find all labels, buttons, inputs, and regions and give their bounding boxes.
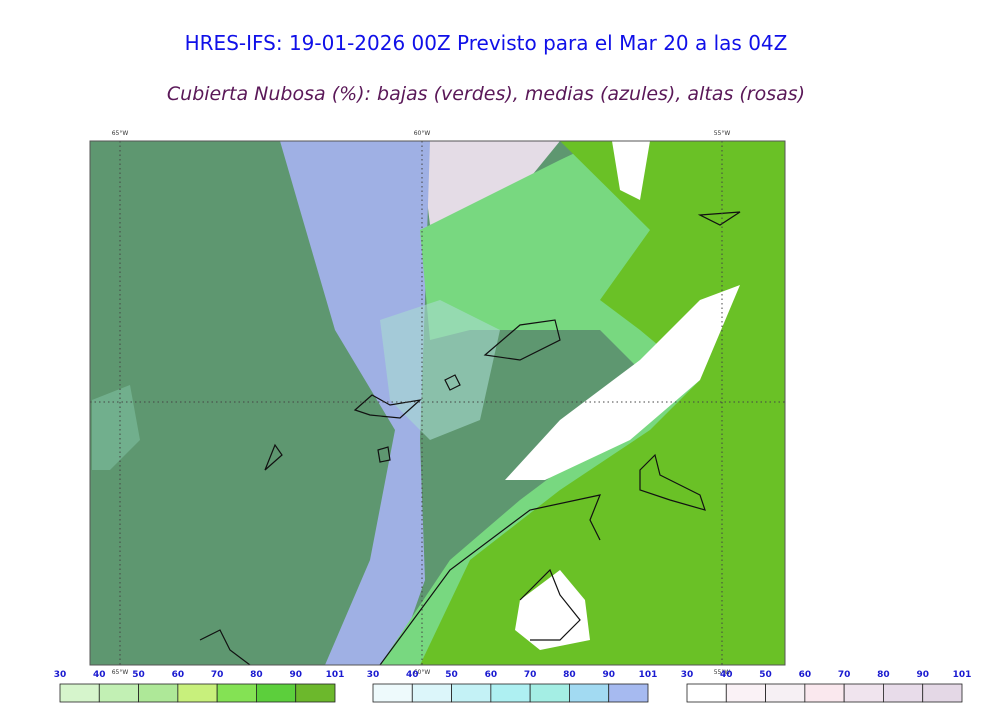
- colorbar-box: [843, 683, 884, 703]
- colorbar-box: [177, 683, 218, 703]
- colorbar-tick-label: 101: [326, 670, 345, 680]
- colorbar-tick-label: 40: [406, 670, 419, 680]
- colorbar-tick-label: 60: [485, 670, 498, 680]
- colorbar-box: [725, 683, 766, 703]
- longitude-label: 65°W: [112, 669, 129, 676]
- colorbar-box: [922, 683, 963, 703]
- colorbar-tick-label: 80: [563, 670, 576, 680]
- colorbar-tick-label: 30: [54, 670, 67, 680]
- colorbar-tick-label: 90: [602, 670, 615, 680]
- colorbar-box: [59, 683, 100, 703]
- longitude-label: 65°W: [112, 130, 129, 137]
- longitude-label: 55°W: [714, 669, 731, 676]
- colorbar-box: [216, 683, 257, 703]
- longitude-label: 55°W: [714, 130, 731, 137]
- colorbar-box: [569, 683, 610, 703]
- colorbar-tick-label: 30: [681, 670, 694, 680]
- colorbar-box: [372, 683, 413, 703]
- longitude-label: 60°W: [414, 130, 431, 137]
- colorbar-tick-label: 50: [445, 670, 458, 680]
- title: HRES-IFS: 19-01-2026 00Z Previsto para e…: [185, 31, 788, 55]
- colorbar-box: [804, 683, 845, 703]
- colorbar-tick-label: 90: [916, 670, 929, 680]
- colorbar-box: [295, 683, 336, 703]
- colorbar-box: [138, 683, 179, 703]
- colorbar-box: [98, 683, 139, 703]
- colorbar-tick-label: 60: [172, 670, 185, 680]
- colorbar-tick-label: 70: [211, 670, 224, 680]
- colorbar-box: [608, 683, 649, 703]
- colorbar-tick-label: 50: [132, 670, 145, 680]
- colorbar-tick-label: 90: [289, 670, 302, 680]
- colorbar-tick-label: 70: [524, 670, 537, 680]
- colorbar-tick-label: 101: [639, 670, 658, 680]
- colorbar-tick-label: 30: [367, 670, 380, 680]
- colorbar-tick-label: 80: [250, 670, 263, 680]
- map: [89, 140, 786, 666]
- colorbar-box: [411, 683, 452, 703]
- colorbar-tick-label: 70: [838, 670, 851, 680]
- longitude-label: 60°W: [414, 669, 431, 676]
- colorbar-box: [256, 683, 297, 703]
- colorbar-tick-label: 50: [759, 670, 772, 680]
- colorbar-tick-label: 40: [93, 670, 106, 680]
- colorbar-box: [883, 683, 924, 703]
- colorbar-tick-label: 80: [877, 670, 890, 680]
- colorbar-box: [686, 683, 727, 703]
- colorbar-box: [765, 683, 806, 703]
- subtitle: Cubierta Nubosa (%): bajas (verdes), med…: [167, 83, 805, 105]
- colorbar-tick-label: 101: [953, 670, 972, 680]
- colorbar-tick-label: 40: [720, 670, 733, 680]
- colorbar-box: [529, 683, 570, 703]
- colorbar-box: [451, 683, 492, 703]
- colorbar-box: [490, 683, 531, 703]
- colorbar-tick-label: 60: [799, 670, 812, 680]
